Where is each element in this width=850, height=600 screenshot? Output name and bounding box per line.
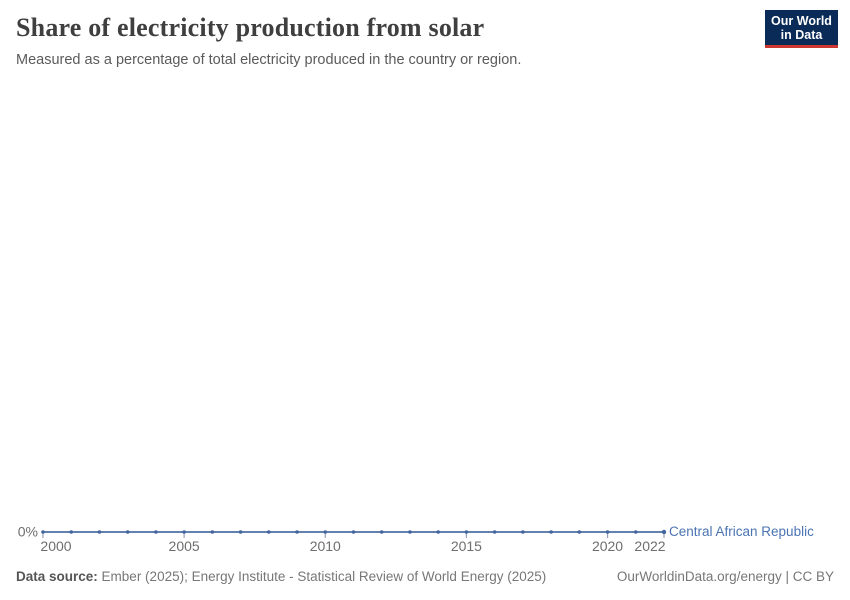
- data-point[interactable]: [436, 530, 440, 534]
- line-series-plot[interactable]: [0, 500, 850, 560]
- x-axis-tick-label: 2022: [634, 538, 666, 554]
- data-point[interactable]: [295, 530, 299, 534]
- owid-logo-line1: Our World: [771, 13, 832, 28]
- data-point[interactable]: [464, 530, 469, 534]
- data-point[interactable]: [69, 530, 74, 534]
- data-point[interactable]: [351, 530, 356, 534]
- data-point[interactable]: [408, 530, 412, 534]
- x-axis-tick-label: 2000: [40, 538, 72, 554]
- data-point[interactable]: [125, 530, 130, 534]
- x-axis-tick-label: 2020: [591, 538, 624, 554]
- data-point[interactable]: [210, 530, 215, 534]
- owid-logo[interactable]: Our World in Data: [765, 10, 838, 48]
- y-axis-zero-label: 0%: [17, 523, 38, 540]
- data-point[interactable]: [267, 530, 271, 534]
- data-point[interactable]: [492, 530, 497, 534]
- owid-logo-line2: in Data: [780, 27, 823, 42]
- data-point[interactable]: [521, 530, 525, 534]
- chart-canvas: [0, 70, 850, 560]
- data-source-label: Data source:: [16, 569, 98, 584]
- page-title: Share of electricity production from sol…: [16, 13, 485, 42]
- x-axis-tick-label: 2005: [168, 538, 200, 554]
- data-source-text: Ember (2025); Energy Institute - Statist…: [101, 569, 547, 584]
- data-point[interactable]: [661, 529, 667, 535]
- data-point[interactable]: [633, 530, 638, 534]
- data-point[interactable]: [379, 530, 384, 534]
- entity-label[interactable]: Central African Republic: [669, 524, 814, 540]
- data-point[interactable]: [154, 530, 158, 534]
- chart-subtitle: Measured as a percentage of total electr…: [16, 52, 522, 68]
- data-point[interactable]: [323, 530, 328, 534]
- data-source-note: Data source: Ember (2025); Energy Instit…: [16, 569, 546, 584]
- x-axis-tick-label: 2010: [309, 538, 341, 554]
- data-point[interactable]: [238, 530, 243, 534]
- data-point[interactable]: [577, 530, 582, 534]
- data-point[interactable]: [605, 530, 610, 534]
- data-point[interactable]: [549, 530, 553, 534]
- data-point[interactable]: [182, 530, 186, 534]
- x-axis-tick-label: 2015: [450, 538, 482, 554]
- license-link[interactable]: OurWorldinData.org/energy | CC BY: [616, 569, 834, 584]
- data-point[interactable]: [41, 530, 45, 534]
- data-point[interactable]: [97, 530, 102, 534]
